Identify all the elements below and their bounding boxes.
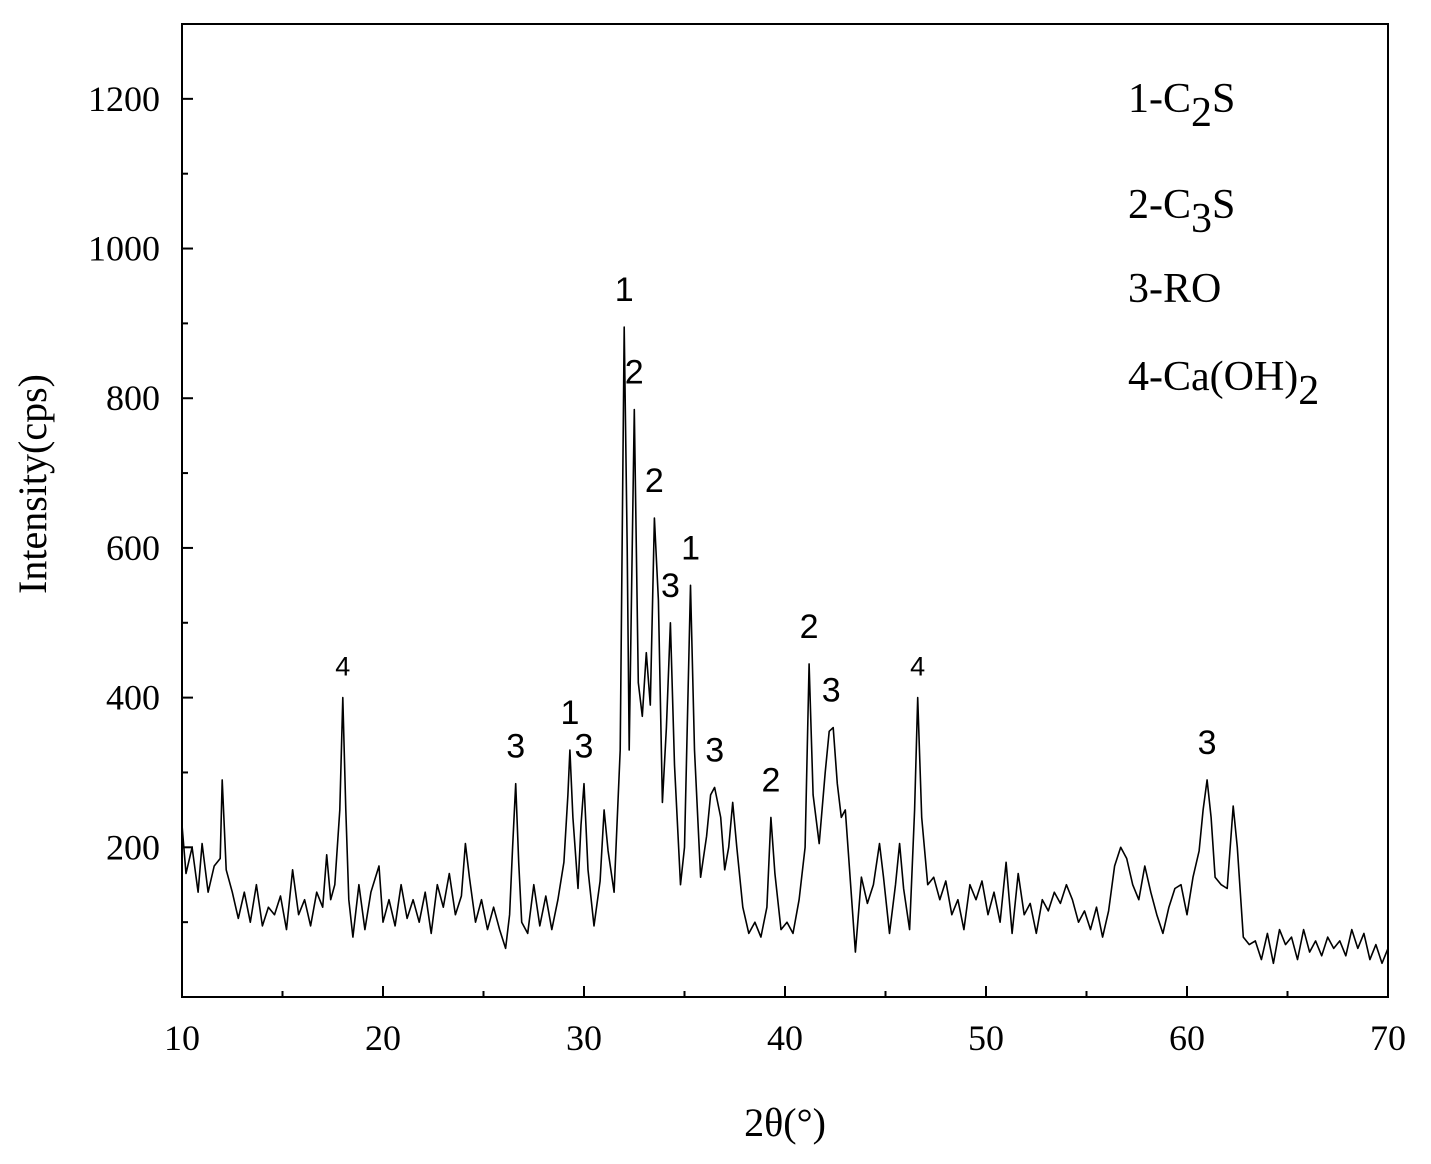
peak-label: 3 <box>822 672 841 710</box>
legend-text-part: S <box>1212 182 1235 228</box>
legend-entry: 1-C2S <box>1128 76 1235 136</box>
legend-text-part: - <box>1149 266 1163 312</box>
legend-entry: 3-RO <box>1128 266 1221 312</box>
peak-label: 2 <box>645 462 664 500</box>
y-tick-label: 200 <box>106 827 160 867</box>
legend-text-part: - <box>1149 354 1163 400</box>
peak-label: 3 <box>575 728 594 766</box>
series-line <box>181 326 1389 965</box>
y-tick-label: 800 <box>106 378 160 418</box>
legend-text-part: S <box>1212 76 1235 122</box>
x-tick-label: 10 <box>164 1018 200 1058</box>
peak-label: 3 <box>661 567 680 605</box>
peak-label: 1 <box>681 529 700 567</box>
legend-text-part: C <box>1163 182 1191 228</box>
plot-frame <box>181 23 1389 998</box>
legend-subscript: 2 <box>1298 368 1319 414</box>
x-tick-label: 70 <box>1370 1018 1406 1058</box>
legend-text-part: C <box>1163 76 1191 122</box>
legend-text-part: 2 <box>1128 182 1149 228</box>
y-tick-label: 1200 <box>88 79 160 119</box>
legend-subscript: 3 <box>1191 196 1212 242</box>
y-tick-label: 1000 <box>88 229 160 269</box>
peak-label: 1 <box>615 271 634 309</box>
peak-label: 1 <box>560 694 579 732</box>
peak-label: 3 <box>705 731 724 769</box>
x-axis-title: 2θ(°) <box>744 1100 826 1145</box>
peak-label: 2 <box>761 761 780 799</box>
legend-text-part: 1 <box>1128 76 1149 122</box>
y-axis-ticks: 200 400 600 800 1000 1200 <box>88 23 193 924</box>
legend-text-part: RO <box>1163 266 1221 312</box>
legend-text-part: 4 <box>1128 354 1149 400</box>
x-tick-label: 60 <box>1169 1018 1205 1058</box>
legend-entry: 4-Ca(OH)2 <box>1128 354 1319 414</box>
x-tick-label: 50 <box>968 1018 1004 1058</box>
legend-subscript: 2 <box>1191 90 1212 136</box>
y-axis-title: Intensity(cps) <box>10 374 55 594</box>
legend-text-part: 3 <box>1128 266 1149 312</box>
x-tick-label: 40 <box>767 1018 803 1058</box>
peak-label: 4 <box>910 652 925 682</box>
y-tick-label: 400 <box>106 678 160 718</box>
legend-text-part: - <box>1149 76 1163 122</box>
x-tick-label: 30 <box>566 1018 602 1058</box>
legend-text-part: Ca(OH) <box>1163 354 1298 400</box>
peak-label: 3 <box>1198 724 1217 762</box>
peak-label: 2 <box>800 608 819 646</box>
x-tick-label: 20 <box>365 1018 401 1058</box>
peak-label: 2 <box>625 353 644 391</box>
peak-label: 3 <box>506 728 525 766</box>
legend-text-part: - <box>1149 182 1163 228</box>
y-tick-label: 600 <box>106 528 160 568</box>
peak-label: 4 <box>335 652 350 682</box>
x-axis-ticks: 10 20 30 40 50 60 70 <box>164 986 1406 1058</box>
legend-entry: 2-C3S <box>1128 182 1235 242</box>
